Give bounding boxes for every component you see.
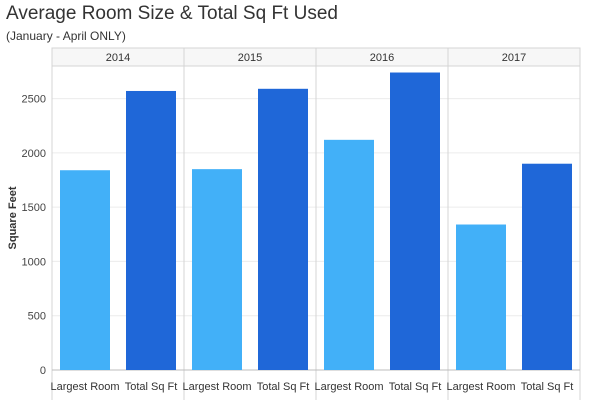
category-label: Largest Room [314, 381, 383, 393]
y-tick-label: 1000 [22, 256, 46, 268]
bar-2017-largest-room [456, 224, 506, 370]
bar-2016-total-sq-ft [390, 72, 440, 370]
category-label: Total Sq Ft [389, 381, 442, 393]
chart-subtitle: (January - April ONLY) [6, 29, 126, 43]
bar-2014-total-sq-ft [126, 90, 176, 370]
category-label: Largest Room [182, 381, 251, 393]
panel-header-2014: 2014 [106, 52, 130, 64]
y-tick-label: 2500 [22, 94, 46, 106]
category-label: Total Sq Ft [521, 381, 574, 393]
panel-header-2017: 2017 [502, 52, 526, 64]
y-tick-label: 0 [40, 365, 46, 377]
category-label: Largest Room [446, 381, 515, 393]
panel-header-2016: 2016 [370, 52, 394, 64]
category-label: Total Sq Ft [257, 381, 310, 393]
bar-2014-largest-room [60, 170, 110, 370]
y-tick-label: 500 [28, 311, 46, 323]
y-axis-title: Square Feet [7, 186, 19, 249]
category-label: Total Sq Ft [125, 381, 178, 393]
bar-2016-largest-room [324, 139, 374, 370]
bar-2015-total-sq-ft [258, 88, 308, 371]
y-tick-label: 2000 [22, 148, 46, 160]
y-tick-label: 1500 [22, 202, 46, 214]
bar-2017-total-sq-ft [522, 163, 572, 370]
category-label: Largest Room [50, 381, 119, 393]
bar-2015-largest-room [192, 169, 242, 370]
chart-title: Average Room Size & Total Sq Ft Used [6, 3, 338, 24]
panel-header-2015: 2015 [238, 52, 262, 64]
